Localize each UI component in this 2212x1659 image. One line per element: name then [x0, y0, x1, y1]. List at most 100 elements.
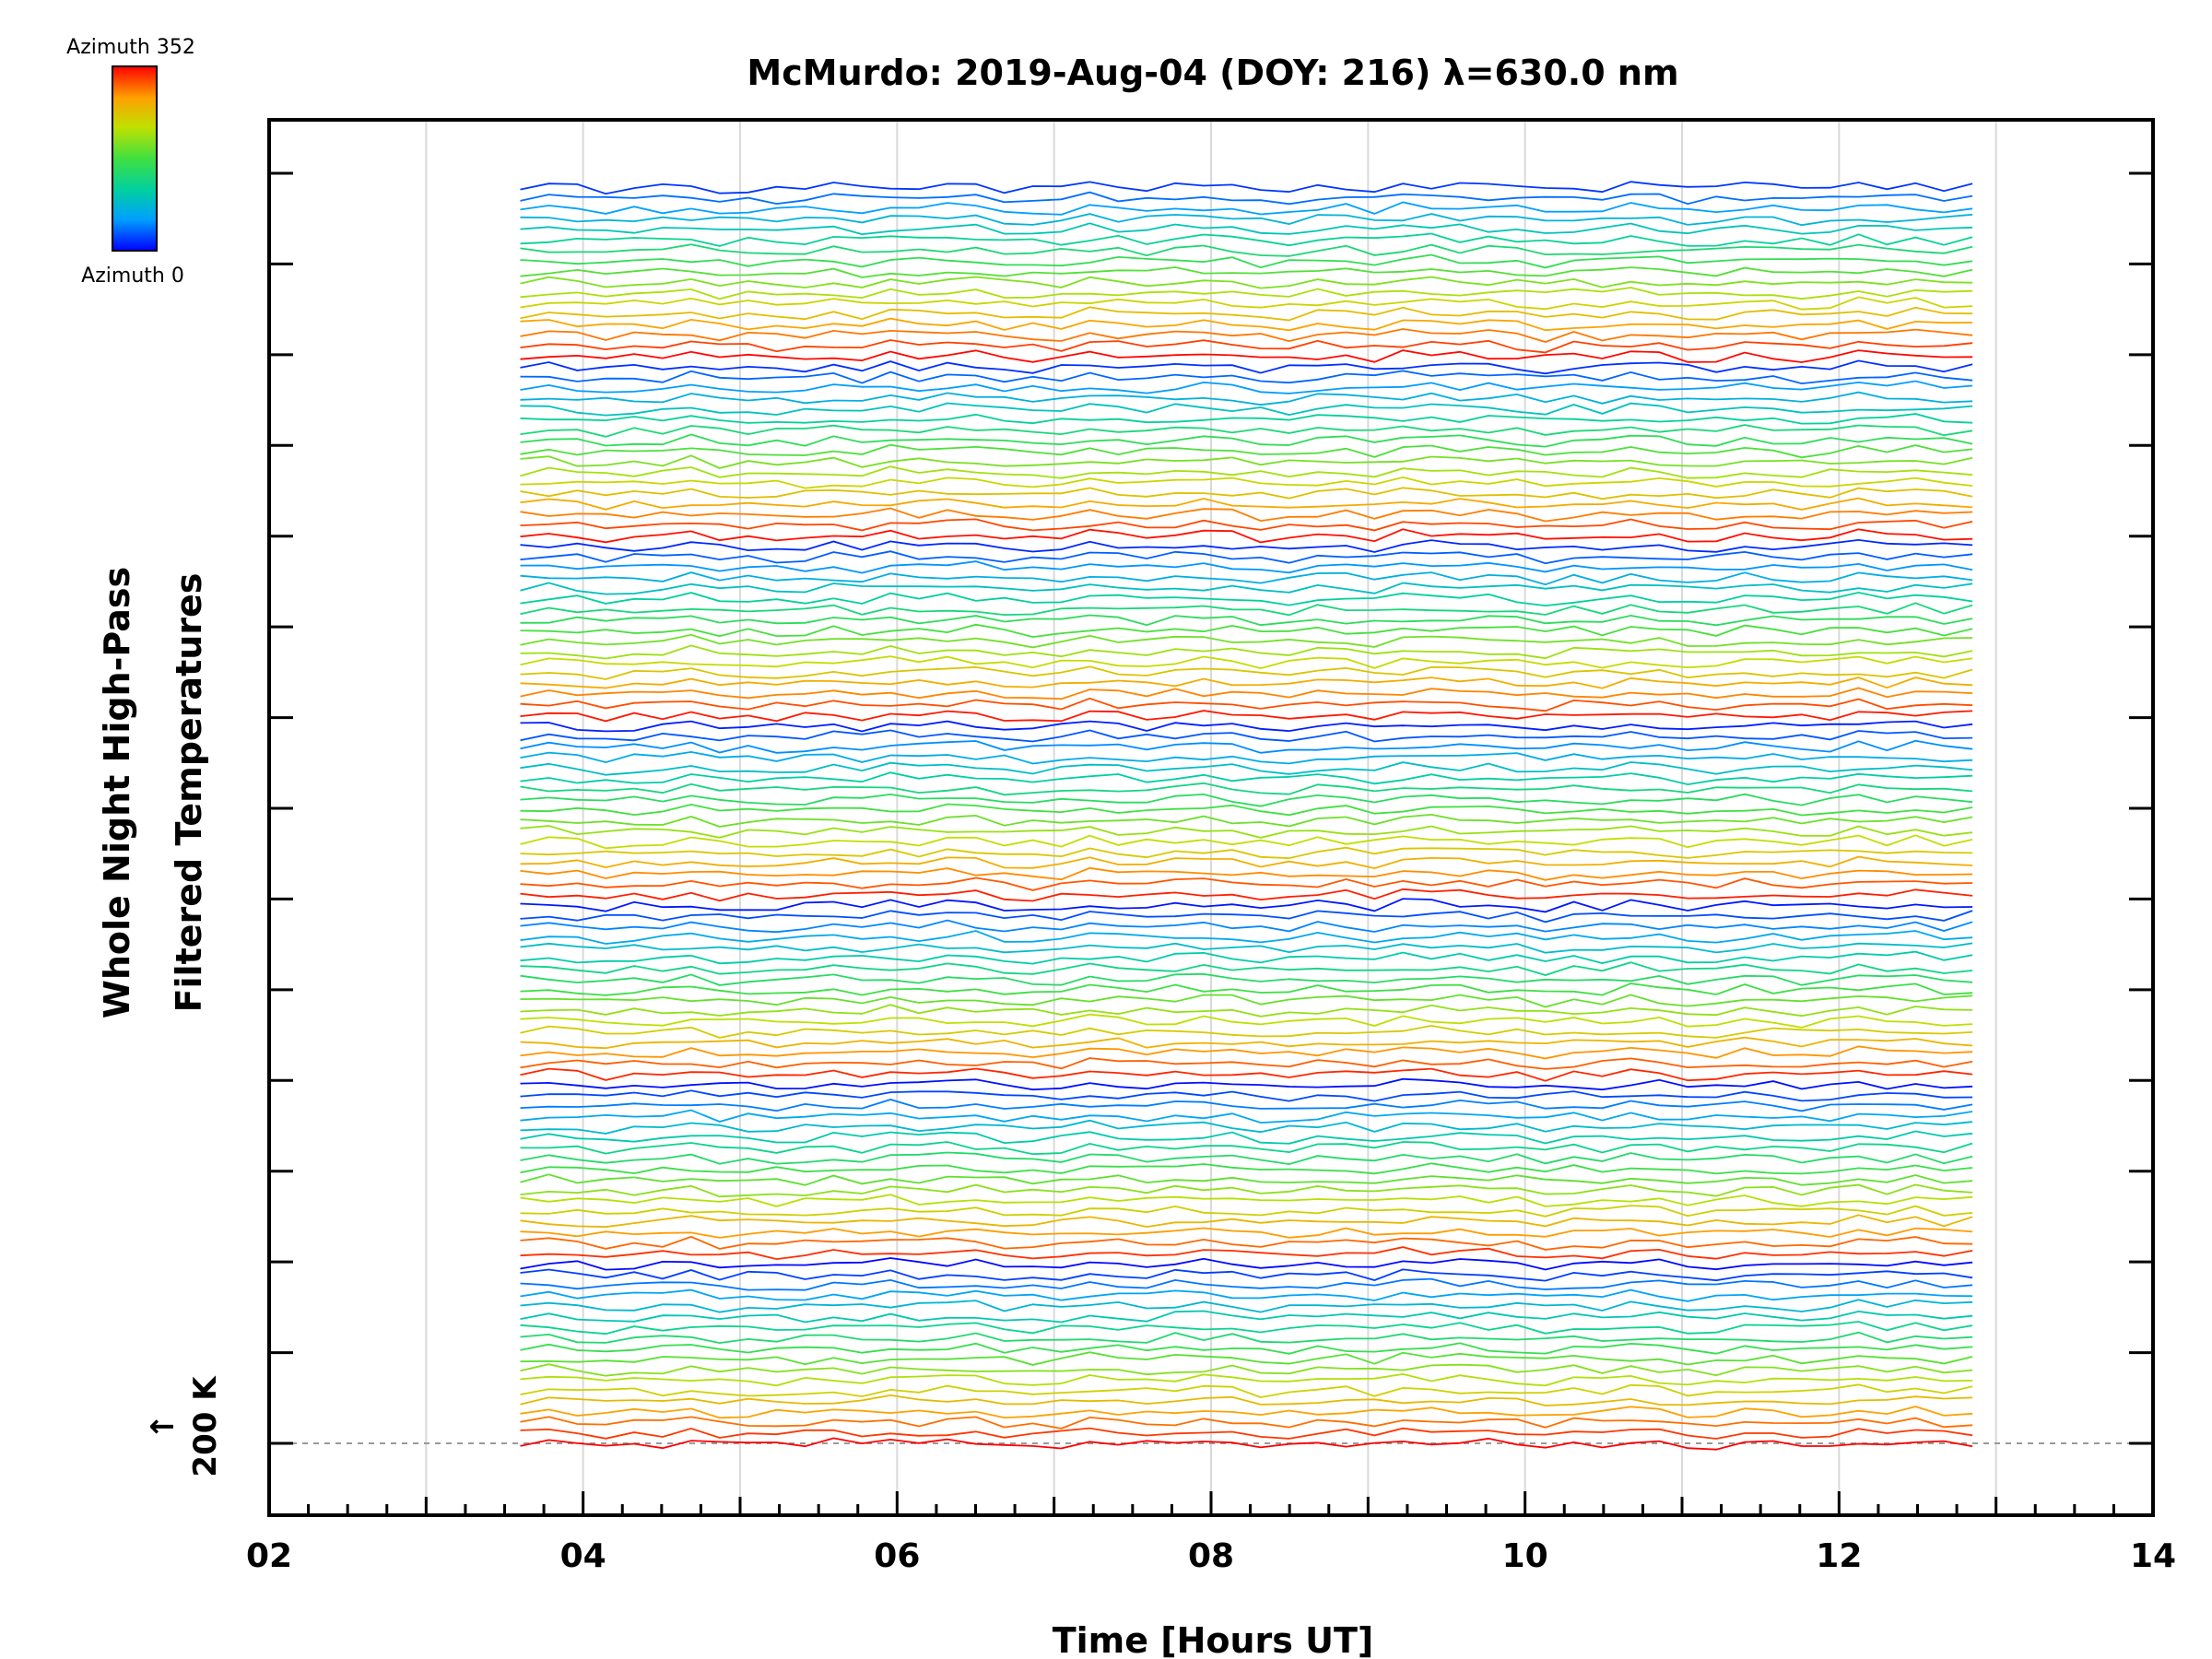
- azimuth-trace: [520, 380, 1973, 394]
- azimuth-trace: [520, 677, 1973, 689]
- azimuth-trace: [520, 1331, 1973, 1345]
- azimuth-trace: [520, 1194, 1973, 1207]
- azimuth-trace: [520, 201, 1973, 216]
- azimuth-trace: [520, 1057, 1973, 1070]
- axis-ticks: [267, 171, 2155, 1515]
- x-tick-label: 14: [2130, 1537, 2176, 1575]
- colorbar-gradient: [112, 65, 158, 252]
- azimuth-trace: [520, 1109, 1973, 1124]
- azimuth-trace: [520, 739, 1973, 754]
- azimuth-trace: [520, 1406, 1973, 1419]
- azimuth-trace: [520, 413, 1973, 425]
- x-tick-label: 04: [560, 1537, 606, 1575]
- azimuth-trace: [520, 1277, 1973, 1291]
- azimuth-trace: [520, 443, 1973, 459]
- azimuth-trace: [520, 771, 1973, 786]
- azimuth-trace: [520, 213, 1973, 227]
- azimuth-trace: [520, 697, 1973, 712]
- azimuth-trace: [520, 1013, 1973, 1029]
- azimuth-trace: [520, 750, 1973, 765]
- azimuth-trace: [520, 328, 1973, 343]
- azimuth-trace: [520, 972, 1973, 986]
- azimuth-trace: [520, 813, 1973, 828]
- azimuth-trace: [520, 538, 1973, 553]
- azimuth-trace: [520, 720, 1973, 733]
- azimuth-trace: [520, 454, 1973, 469]
- azimuth-trace: [520, 550, 1973, 565]
- azimuth-trace: [520, 1205, 1973, 1218]
- azimuth-trace: [520, 1141, 1973, 1156]
- azimuth-trace: [520, 391, 1973, 406]
- azimuth-trace: [520, 710, 1973, 723]
- y-axis-label-line2: Filtered Temperatures: [169, 573, 209, 1013]
- x-tick-label: 08: [1188, 1537, 1234, 1575]
- azimuth-trace: [520, 232, 1973, 247]
- azimuth-trace: [520, 1310, 1973, 1324]
- chart-title: McMurdo: 2019-Aug-04 (DOY: 216) λ=630.0 …: [747, 53, 1678, 93]
- azimuth-trace: [520, 191, 1973, 206]
- azimuth-trace: [520, 729, 1973, 743]
- azimuth-trace: [520, 825, 1973, 839]
- azimuth-trace: [520, 982, 1973, 996]
- azimuth-trace: [520, 1257, 1973, 1271]
- azimuth-trace: [520, 665, 1973, 680]
- azimuth-trace: [520, 793, 1973, 807]
- azimuth-trace: [520, 655, 1973, 670]
- x-tick-label: 02: [246, 1537, 292, 1575]
- azimuth-trace: [520, 1214, 1973, 1229]
- azimuth-trace: [520, 1099, 1973, 1112]
- azimuth-trace: [520, 633, 1973, 649]
- x-tick-labels: 02 04 06 08 10 12 14: [246, 1537, 2176, 1575]
- azimuth-trace: [520, 1162, 1973, 1175]
- azimuth-trace: [520, 614, 1973, 627]
- azimuth-trace: [520, 306, 1973, 322]
- temperature-scale-reference: ↑ 200 K: [145, 1375, 224, 1477]
- azimuth-trace: [520, 919, 1973, 934]
- azimuth-trace: [520, 1036, 1973, 1050]
- colorbar-bottom-label: Azimuth 0: [81, 265, 184, 288]
- azimuth-trace: [520, 1363, 1973, 1377]
- azimuth-trace: [520, 571, 1973, 586]
- azimuth-trace: [520, 930, 1973, 945]
- azimuth-trace: [520, 465, 1973, 479]
- x-tick-label: 06: [874, 1537, 920, 1575]
- azimuth-trace: [520, 1342, 1973, 1355]
- azimuth-trace: [520, 222, 1973, 236]
- azimuth-trace: [520, 1416, 1973, 1430]
- azimuth-trace: [520, 961, 1973, 976]
- azimuth-trace: [520, 582, 1973, 595]
- azimuth-trace: [520, 888, 1973, 902]
- azimuth-trace: [520, 855, 1973, 870]
- azimuth-trace: [520, 1246, 1973, 1261]
- azimuth-trace: [520, 644, 1973, 660]
- azimuth-trace: [520, 433, 1973, 448]
- azimuth-trace: [520, 782, 1973, 796]
- azimuth-trace: [520, 253, 1973, 269]
- azimuth-trace: [520, 623, 1973, 639]
- azimuth-trace: [520, 1089, 1973, 1102]
- azimuth-trace: [520, 276, 1973, 289]
- azimuth-trace: [520, 1383, 1973, 1399]
- azimuth-trace: [520, 910, 1973, 924]
- azimuth-trace: [520, 687, 1973, 700]
- azimuth-trace: [520, 1183, 1973, 1198]
- azimuth-trace: [520, 1235, 1973, 1251]
- azimuth-trace: [520, 1130, 1973, 1145]
- azimuth-trace: [520, 424, 1973, 438]
- azimuth-trace: [520, 1119, 1973, 1135]
- azimuth-trace: [520, 834, 1973, 850]
- azimuth-trace: [520, 1024, 1973, 1039]
- azimuth-trace: [520, 761, 1973, 776]
- x-tick-label: 12: [1816, 1537, 1862, 1575]
- azimuth-trace: [520, 898, 1973, 913]
- data-traces: [520, 181, 1973, 1451]
- azimuth-trace: [520, 602, 1973, 617]
- azimuth-trace: [520, 402, 1973, 417]
- azimuth-trace: [520, 1351, 1973, 1366]
- azimuth-trace: [520, 317, 1973, 332]
- y-axis-label-line1: Whole Night High-Pass: [97, 567, 137, 1018]
- azimuth-trace: [520, 877, 1973, 891]
- azimuth-trace: [520, 507, 1973, 523]
- azimuth-trace: [520, 528, 1973, 544]
- azimuth-trace: [520, 349, 1973, 363]
